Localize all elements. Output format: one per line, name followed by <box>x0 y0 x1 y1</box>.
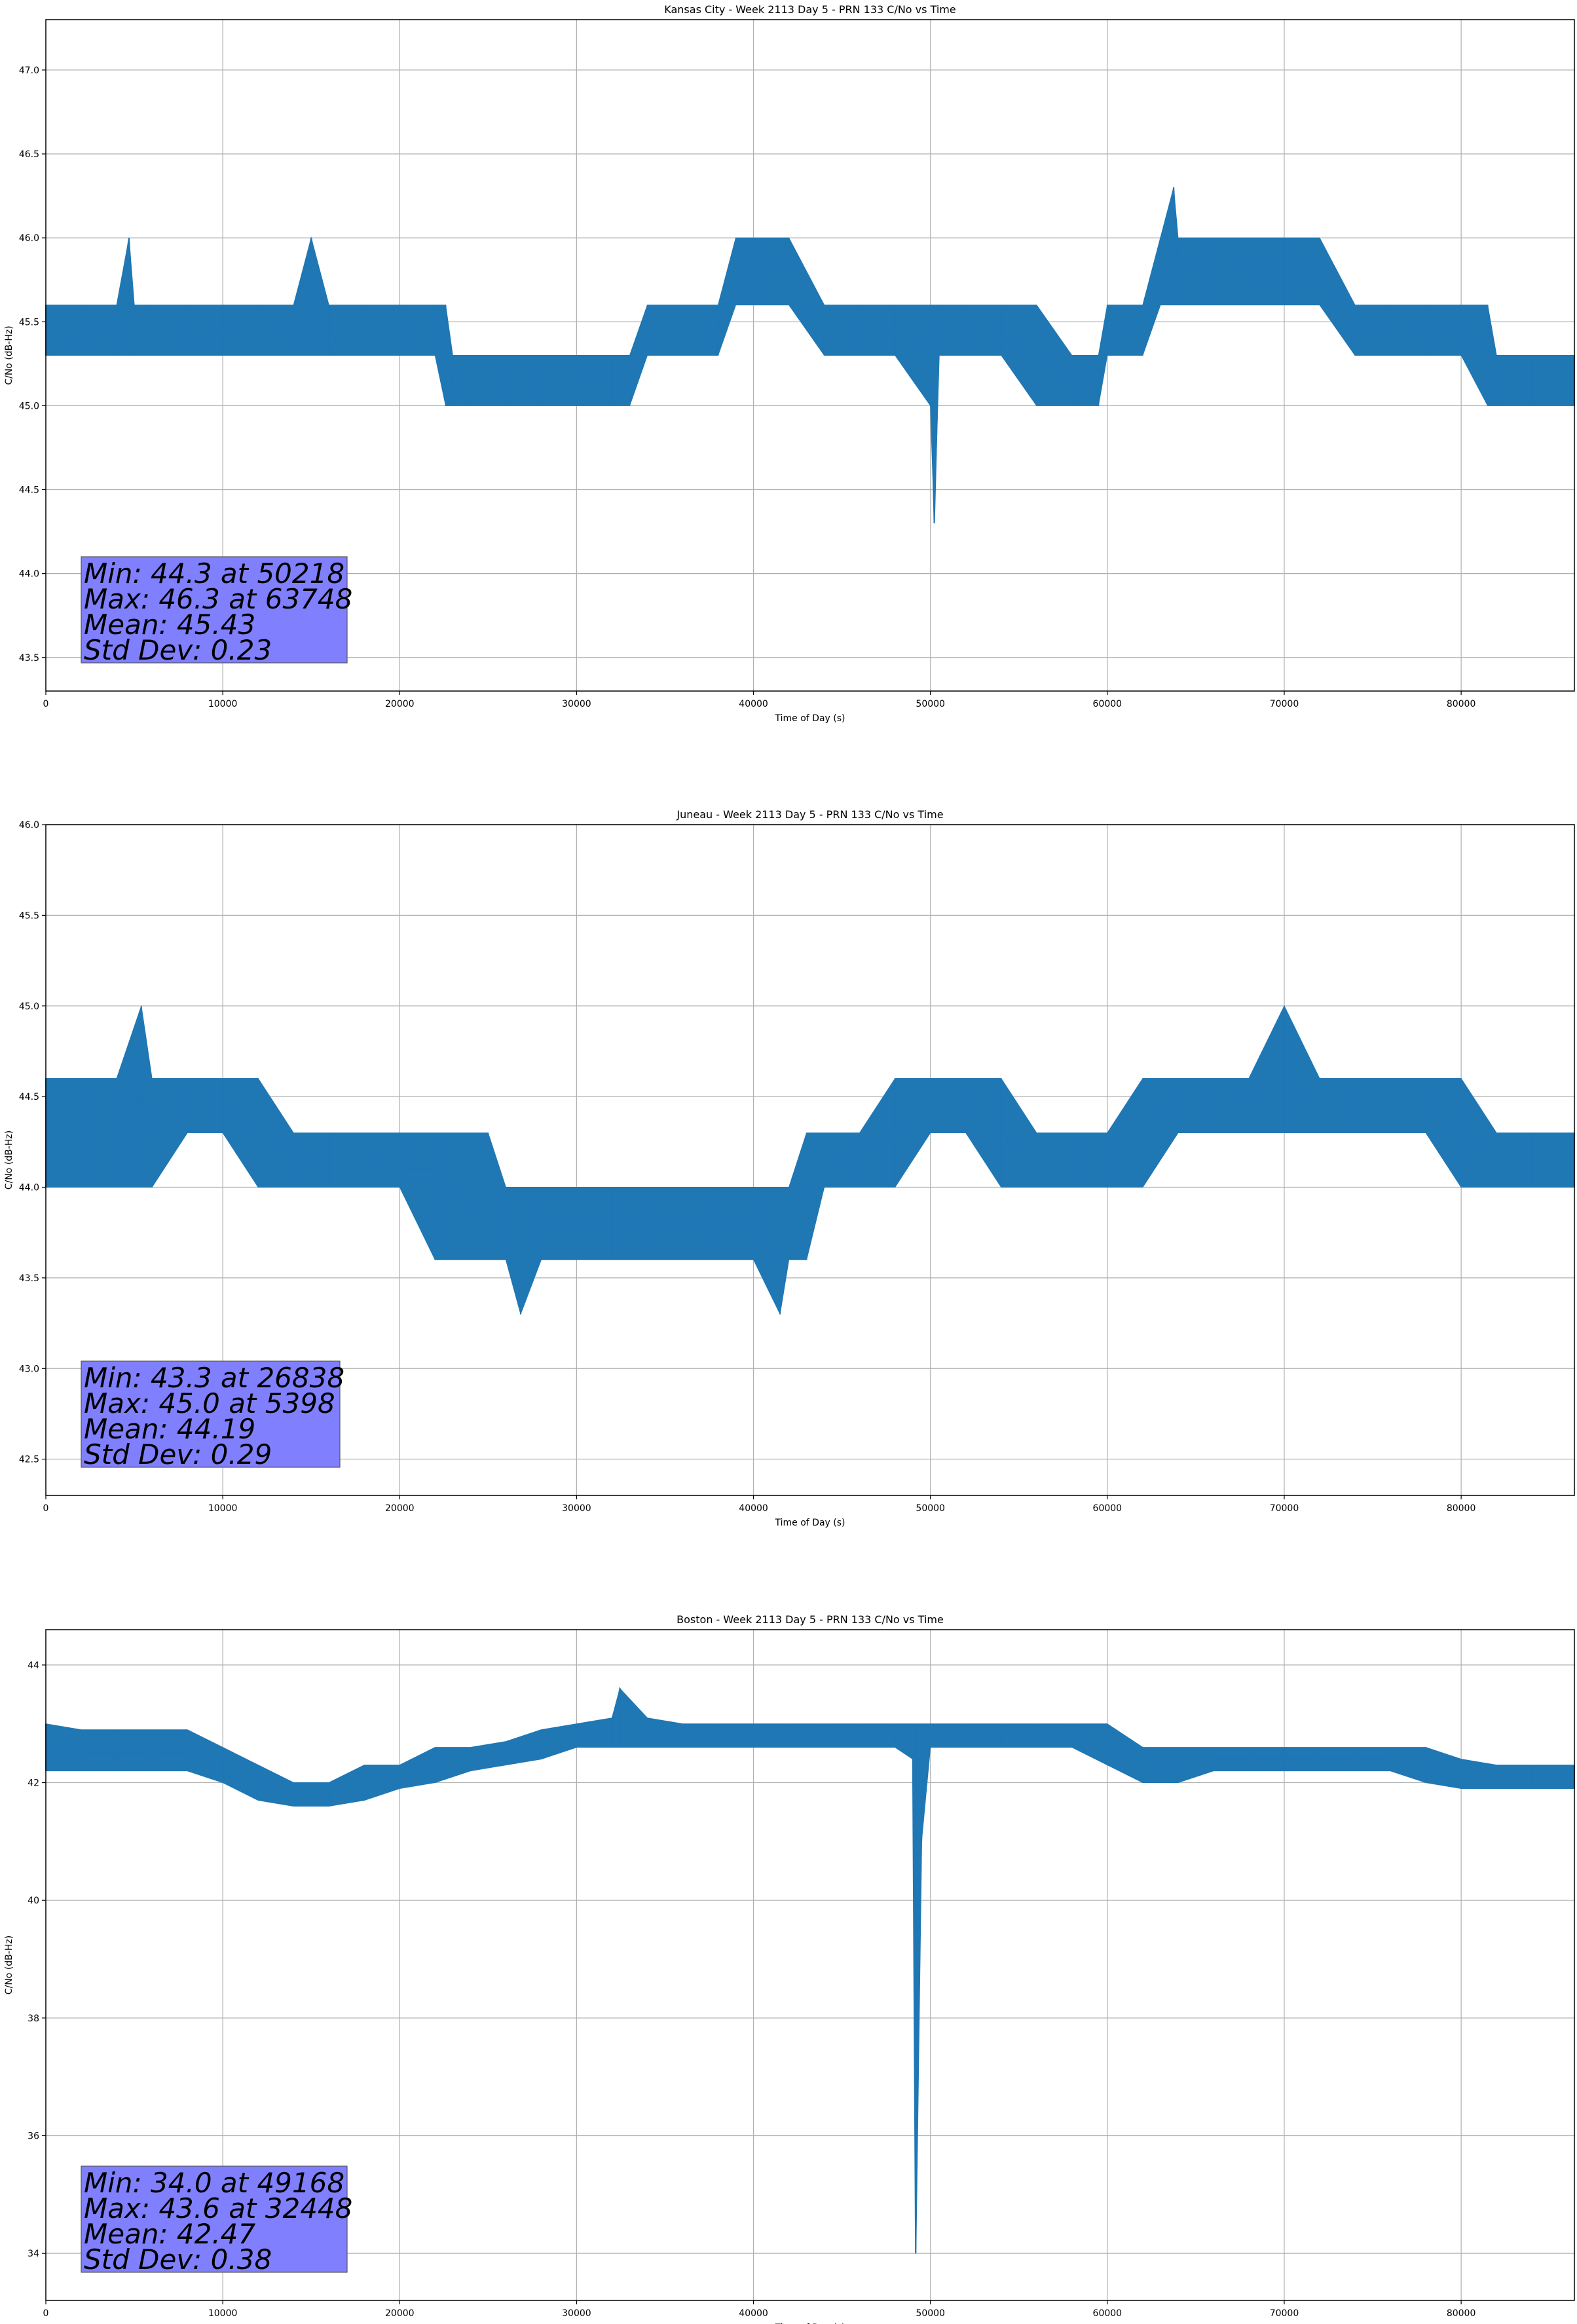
stats-line: Min: 43.3 at 26838 <box>84 1362 344 1394</box>
x-axis-label: Time of Day (s) <box>775 1518 845 1528</box>
x-tick-label: 50000 <box>916 2308 945 2319</box>
y-axis-label: C/No (dB-Hz) <box>4 1936 14 1995</box>
series-points <box>45 1688 1575 2254</box>
x-tick-label: 50000 <box>916 699 945 709</box>
x-tick-label: 40000 <box>739 1503 768 1514</box>
y-tick-label: 45.0 <box>19 1002 39 1012</box>
x-tick-label: 70000 <box>1270 699 1299 709</box>
x-tick-label: 40000 <box>739 699 768 709</box>
y-axis-label: C/No (dB-Hz) <box>4 1131 14 1190</box>
chart-title: Boston - Week 2113 Day 5 - PRN 133 C/No … <box>677 1613 944 1626</box>
x-tick-label: 0 <box>43 699 49 709</box>
stats-line: Std Dev: 0.29 <box>84 1438 272 1471</box>
y-tick-label: 44.5 <box>19 1092 39 1102</box>
y-tick-label: 34 <box>28 2249 39 2259</box>
y-tick-label: 47.0 <box>19 66 39 76</box>
x-tick-label: 60000 <box>1093 1503 1122 1514</box>
y-tick-label: 45.5 <box>19 910 39 921</box>
y-tick-label: 46.0 <box>19 820 39 831</box>
x-tick-label: 10000 <box>208 2308 238 2319</box>
x-tick-label: 30000 <box>562 2308 591 2319</box>
y-tick-label: 44.0 <box>19 1183 39 1193</box>
stats-box <box>81 2165 348 2273</box>
chart-title: Kansas City - Week 2113 Day 5 - PRN 133 … <box>664 3 955 16</box>
stats-line: Std Dev: 0.38 <box>84 2243 272 2276</box>
y-tick-label: 43.5 <box>19 653 39 664</box>
x-tick-label: 70000 <box>1270 2308 1299 2319</box>
axes-frame <box>45 19 1575 692</box>
x-tick-label: 20000 <box>385 1503 415 1514</box>
stats-box <box>81 556 348 664</box>
series-band <box>45 1005 1575 1315</box>
y-tick-label: 45.0 <box>19 401 39 411</box>
y-tick-label: 44 <box>28 1660 39 1671</box>
chart-panel-2: Juneau - Week 2113 Day 5 - PRN 133 C/No … <box>4 808 1575 1528</box>
chart-panel-1: Kansas City - Week 2113 Day 5 - PRN 133 … <box>4 3 1575 724</box>
x-axis-label: Time of Day (s) <box>775 2323 845 2324</box>
x-tick-label: 40000 <box>739 2308 768 2319</box>
series-points <box>45 1005 1575 1315</box>
x-tick-label: 60000 <box>1093 2308 1122 2319</box>
x-tick-label: 30000 <box>562 699 591 709</box>
y-tick-label: 38 <box>28 2014 39 2024</box>
y-tick-label: 36 <box>28 2131 39 2141</box>
y-tick-label: 45.5 <box>19 317 39 328</box>
x-tick-label: 20000 <box>385 699 415 709</box>
x-tick-label: 80000 <box>1447 2308 1476 2319</box>
stats-line: Std Dev: 0.23 <box>84 634 272 666</box>
x-tick-label: 80000 <box>1447 1503 1476 1514</box>
x-axis-label: Time of Day (s) <box>775 713 845 724</box>
y-tick-label: 43.5 <box>19 1273 39 1284</box>
x-tick-label: 10000 <box>208 1503 238 1514</box>
y-axis-label: C/No (dB-Hz) <box>4 326 14 384</box>
y-tick-label: 43.0 <box>19 1364 39 1374</box>
stats-line: Max: 43.6 at 32448 <box>84 2192 352 2224</box>
stats-line: Mean: 45.43 <box>84 609 255 641</box>
series-line <box>45 1687 1574 2254</box>
chart-panel-3: Boston - Week 2113 Day 5 - PRN 133 C/No … <box>4 1613 1575 2324</box>
stats-line: Min: 34.0 at 49168 <box>84 2167 344 2199</box>
chart-title: Juneau - Week 2113 Day 5 - PRN 133 C/No … <box>676 808 943 821</box>
x-tick-label: 50000 <box>916 1503 945 1514</box>
y-tick-label: 40 <box>28 1896 39 1906</box>
stats-line: Max: 45.0 at 5398 <box>84 1387 335 1419</box>
x-tick-label: 20000 <box>385 2308 415 2319</box>
stats-line: Mean: 44.19 <box>84 1413 255 1445</box>
x-tick-label: 60000 <box>1093 699 1122 709</box>
x-tick-label: 80000 <box>1447 699 1476 709</box>
stats-box <box>81 1360 341 1468</box>
stats-line: Min: 44.3 at 50218 <box>84 557 344 590</box>
y-tick-label: 44.5 <box>19 485 39 496</box>
axes-frame <box>45 1629 1575 2301</box>
stats-line: Max: 46.3 at 63748 <box>84 583 352 615</box>
y-tick-label: 42 <box>28 1778 39 1789</box>
y-tick-label: 44.0 <box>19 569 39 580</box>
y-tick-label: 46.5 <box>19 149 39 160</box>
y-tick-label: 42.5 <box>19 1455 39 1465</box>
stats-line: Mean: 42.47 <box>84 2218 255 2250</box>
x-tick-label: 0 <box>43 2308 49 2319</box>
y-tick-label: 46.0 <box>19 233 39 244</box>
x-tick-label: 10000 <box>208 699 238 709</box>
x-tick-label: 70000 <box>1270 1503 1299 1514</box>
x-tick-label: 0 <box>43 1503 49 1514</box>
x-tick-label: 30000 <box>562 1503 591 1514</box>
axes-frame <box>45 824 1575 1496</box>
